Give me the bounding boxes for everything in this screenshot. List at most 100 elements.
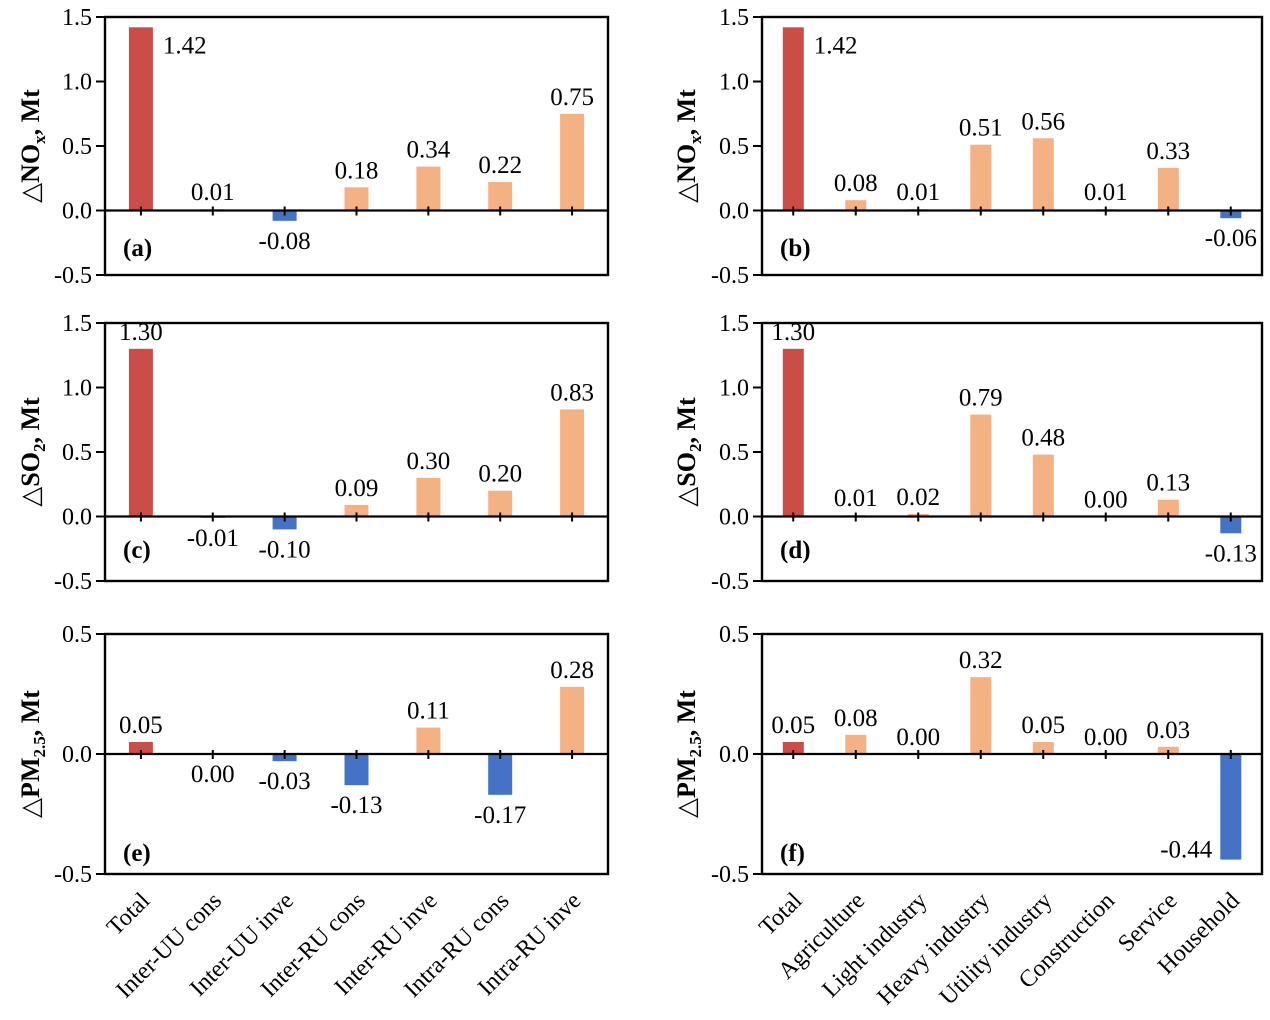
bar bbox=[560, 409, 585, 517]
value-label: 0.20 bbox=[478, 461, 522, 488]
panel-letter: (e) bbox=[123, 840, 151, 867]
y-tick-label: 0.0 bbox=[62, 505, 92, 531]
value-label: 0.28 bbox=[550, 657, 594, 684]
value-label: 0.34 bbox=[407, 137, 451, 164]
value-label: -0.10 bbox=[259, 536, 311, 563]
value-label: 0.79 bbox=[959, 385, 1003, 412]
y-tick-label: -0.5 bbox=[54, 862, 92, 888]
value-label: 0.02 bbox=[896, 484, 940, 511]
panel-letter: (d) bbox=[780, 537, 811, 564]
bar bbox=[1032, 742, 1054, 754]
bar bbox=[416, 166, 441, 211]
panel-letter: (f) bbox=[780, 840, 805, 867]
value-label: 0.56 bbox=[1021, 108, 1065, 135]
y-tick-label: 0.0 bbox=[62, 742, 92, 768]
value-label: 0.33 bbox=[1146, 138, 1190, 165]
bar bbox=[782, 348, 804, 517]
bar bbox=[845, 734, 867, 754]
bar bbox=[128, 742, 153, 754]
value-label: 0.11 bbox=[407, 698, 450, 725]
y-tick-label: 1.0 bbox=[62, 70, 92, 96]
bar bbox=[1220, 754, 1242, 860]
bar bbox=[128, 27, 153, 211]
panel-e: 0.5 0.0 -0.5 0.05 0.00 -0.03 -0.13 0.11 -0.17 0.2… bbox=[16, 622, 610, 1003]
panel-c: 1.5 1.0 0.5 0.0 -0.5 1.30 -0.01 -0.10 0.09 0.30 0.… bbox=[16, 311, 610, 595]
value-label: -0.06 bbox=[1205, 225, 1257, 252]
y-axis-title: △NOx, Mt bbox=[16, 89, 49, 203]
value-label: 1.30 bbox=[771, 319, 815, 346]
value-label: 0.08 bbox=[834, 705, 878, 732]
value-label: 0.48 bbox=[1021, 425, 1065, 452]
bar bbox=[488, 182, 513, 211]
bar bbox=[845, 200, 867, 211]
panel-letter: (b) bbox=[780, 235, 811, 262]
bar bbox=[272, 516, 297, 530]
category-label: Total bbox=[102, 888, 155, 941]
bar bbox=[416, 477, 441, 517]
y-tick-label: 1.0 bbox=[719, 70, 749, 96]
panel-letter: (c) bbox=[123, 537, 151, 564]
y-tick-label: 0.0 bbox=[719, 505, 749, 531]
value-label: -0.13 bbox=[1205, 540, 1257, 567]
y-axis-title: △NOx, Mt bbox=[672, 89, 705, 203]
bar bbox=[970, 144, 992, 211]
y-tick-label: 1.5 bbox=[719, 5, 749, 31]
value-label: 1.42 bbox=[814, 32, 858, 59]
y-tick-label: -0.5 bbox=[54, 569, 92, 595]
bar bbox=[970, 677, 992, 754]
y-tick-label: 0.0 bbox=[719, 742, 749, 768]
value-label: 0.75 bbox=[550, 84, 594, 111]
value-label: 0.32 bbox=[959, 647, 1003, 674]
value-label: -0.44 bbox=[1160, 837, 1213, 864]
bar bbox=[488, 754, 513, 795]
y-tick-label: -0.5 bbox=[54, 263, 92, 289]
y-tick-label: 1.5 bbox=[62, 5, 92, 31]
value-label: 0.08 bbox=[834, 170, 878, 197]
bar bbox=[272, 210, 297, 221]
value-label: 0.18 bbox=[335, 157, 379, 184]
bar bbox=[128, 348, 153, 517]
bar bbox=[1157, 167, 1179, 211]
y-tick-label: 0.5 bbox=[719, 440, 749, 466]
value-label: 0.00 bbox=[1084, 724, 1128, 751]
value-label: 0.05 bbox=[119, 712, 163, 739]
y-tick-label: 1.5 bbox=[719, 311, 749, 337]
y-tick-label: 1.5 bbox=[62, 311, 92, 337]
plot-border bbox=[103, 321, 610, 583]
value-label: 0.83 bbox=[550, 379, 594, 406]
value-label: 0.05 bbox=[771, 712, 815, 739]
y-tick-label: 0.5 bbox=[62, 134, 92, 160]
bar bbox=[1032, 454, 1054, 517]
bar bbox=[970, 414, 992, 517]
value-label: -0.03 bbox=[259, 768, 311, 795]
y-tick-label: 0.5 bbox=[62, 440, 92, 466]
panel-a: 1.5 1.0 0.5 0.0 -0.5 1.42 0.01 -0.08 0.18 0.34 0.2… bbox=[16, 5, 610, 289]
category-label: Total bbox=[754, 888, 807, 941]
y-axis-title: △PM2.5, Mt bbox=[16, 690, 49, 818]
y-axis-title: △PM2.5, Mt bbox=[672, 690, 705, 818]
value-label: 0.30 bbox=[407, 448, 451, 475]
bar bbox=[1220, 516, 1242, 534]
value-label: 0.05 bbox=[1021, 712, 1065, 739]
y-tick-label: -0.5 bbox=[711, 569, 749, 595]
value-label: -0.13 bbox=[330, 792, 382, 819]
y-tick-label: -0.5 bbox=[711, 263, 749, 289]
y-tick-label: 1.0 bbox=[62, 376, 92, 402]
y-tick-label: 0.0 bbox=[719, 199, 749, 225]
bar bbox=[560, 113, 585, 211]
y-tick-label: 0.0 bbox=[62, 199, 92, 225]
bar bbox=[560, 686, 585, 754]
value-label: 0.13 bbox=[1146, 470, 1190, 497]
bar bbox=[344, 187, 369, 211]
bar bbox=[416, 727, 441, 754]
bar bbox=[1032, 138, 1054, 211]
bar bbox=[344, 504, 369, 517]
y-tick-label: 0.5 bbox=[719, 134, 749, 160]
value-label: 0.01 bbox=[1084, 179, 1128, 206]
value-label: -0.01 bbox=[187, 525, 239, 552]
y-tick-label: 0.5 bbox=[62, 622, 92, 648]
y-tick-label: -0.5 bbox=[711, 862, 749, 888]
bar bbox=[782, 27, 804, 211]
value-label: 1.30 bbox=[119, 319, 163, 346]
